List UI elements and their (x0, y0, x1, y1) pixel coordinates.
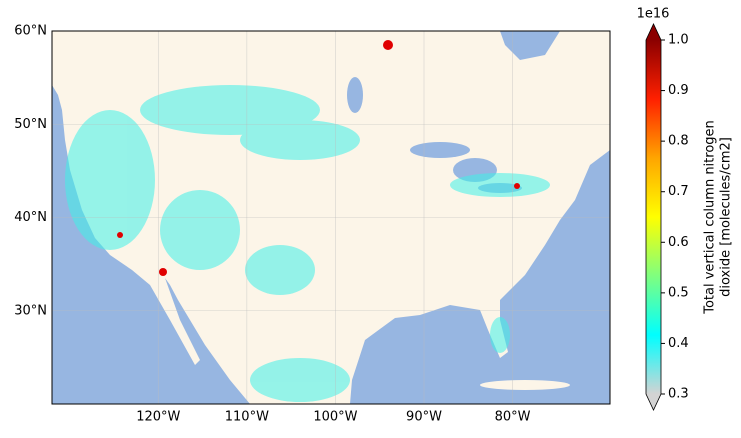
hotspots (117, 40, 520, 276)
y-tick-label: 60°N (14, 24, 47, 39)
hudson-bay (500, 31, 560, 60)
y-tick-label: 50°N (14, 117, 47, 132)
colorbar-extend-bottom (646, 394, 661, 410)
colorbar-label-line: Total vertical column nitrogen (703, 120, 718, 315)
no2-field (65, 85, 550, 402)
colorbar-tick-label: 0.6 (668, 235, 689, 250)
lake (347, 77, 363, 113)
x-tick-label: 80°W (495, 410, 531, 425)
colorbar (646, 40, 661, 394)
lake (410, 142, 470, 158)
x-tick-label: 100°W (313, 410, 357, 425)
colorbar-tick-label: 0.3 (668, 387, 689, 402)
cuba (480, 380, 570, 390)
colorbar-tick-label: 0.7 (668, 184, 689, 199)
colorbar-tick-label: 0.8 (668, 134, 689, 149)
colorbar-label: Total vertical column nitrogen dioxide [… (703, 120, 734, 315)
colorbar-extend-top (646, 24, 661, 40)
colorbar-tick-label: 1.0 (668, 33, 689, 48)
y-tick-label: 30°N (14, 303, 47, 318)
x-tick-label: 120°W (136, 410, 180, 425)
colorbar-tick-label: 0.4 (668, 336, 689, 351)
colorbar-offset: 1e16 (637, 7, 670, 22)
colorbar-tick-label: 0.5 (668, 285, 689, 300)
colorbar-tick-label: 0.9 (668, 83, 689, 98)
map-area (52, 31, 610, 404)
map-frame (51, 30, 611, 405)
x-tick-label: 90°W (406, 410, 442, 425)
colorbar-label-line: dioxide [molecules/cm2] (719, 137, 734, 297)
x-tick-label: 110°W (225, 410, 269, 425)
y-tick-label: 40°N (14, 210, 47, 225)
